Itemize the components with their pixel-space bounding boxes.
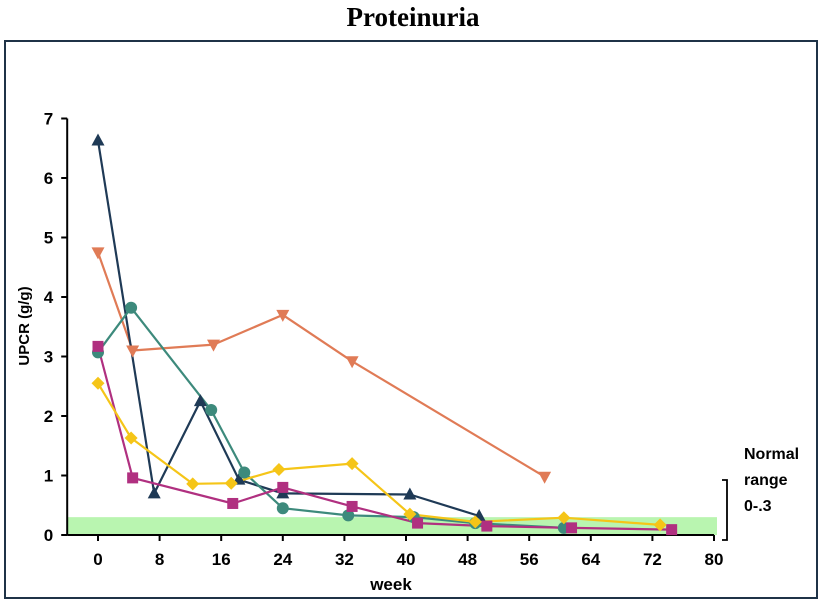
data-point-series-5 bbox=[186, 477, 200, 491]
x-tick-label: 64 bbox=[581, 550, 600, 569]
data-point-series-5 bbox=[124, 431, 138, 445]
data-point-series-3 bbox=[238, 466, 251, 479]
data-point-series-4 bbox=[666, 524, 678, 536]
data-point-series-5 bbox=[468, 515, 482, 529]
y-tick-label: 4 bbox=[44, 288, 54, 307]
series-line-2 bbox=[96, 140, 480, 518]
y-tick-label: 6 bbox=[44, 169, 53, 188]
series-markers bbox=[91, 133, 678, 536]
data-point-series-1 bbox=[345, 356, 359, 369]
chart-title: Proteinuria bbox=[346, 2, 480, 32]
data-point-series-4 bbox=[92, 340, 104, 352]
x-tick-label: 56 bbox=[520, 550, 539, 569]
y-tick-label: 0 bbox=[44, 526, 53, 545]
data-point-series-1 bbox=[91, 247, 105, 260]
data-point-series-1 bbox=[276, 309, 290, 322]
x-tick-label: 16 bbox=[212, 550, 231, 569]
data-point-series-2 bbox=[403, 487, 417, 500]
data-point-series-3 bbox=[205, 404, 218, 417]
normal-range-note-line2: range bbox=[744, 472, 788, 489]
x-tick-label: 48 bbox=[458, 550, 477, 569]
x-tick-label: 8 bbox=[155, 550, 164, 569]
data-point-series-1 bbox=[126, 345, 140, 358]
data-point-series-5 bbox=[557, 511, 571, 525]
data-point-series-3 bbox=[276, 502, 289, 515]
data-point-series-3 bbox=[125, 301, 138, 314]
x-tick-label: 40 bbox=[397, 550, 416, 569]
normal-range-band bbox=[67, 517, 717, 535]
data-point-series-5 bbox=[224, 476, 238, 490]
data-point-series-2 bbox=[193, 394, 207, 407]
data-point-series-5 bbox=[345, 457, 359, 471]
data-point-series-1 bbox=[207, 339, 220, 352]
x-tick-label: 32 bbox=[335, 550, 354, 569]
y-tick-label: 3 bbox=[44, 348, 53, 367]
data-point-series-5 bbox=[272, 463, 286, 477]
series-lines bbox=[96, 140, 672, 531]
y-tick-label: 7 bbox=[44, 110, 53, 129]
x-tick-label: 80 bbox=[705, 550, 724, 569]
data-point-series-2 bbox=[91, 133, 105, 146]
series-line-1 bbox=[96, 252, 546, 478]
data-point-series-4 bbox=[481, 520, 493, 532]
x-tick-label: 24 bbox=[273, 550, 292, 569]
data-point-series-5 bbox=[403, 507, 417, 521]
y-tick-label: 1 bbox=[44, 467, 53, 486]
data-point-series-4 bbox=[277, 481, 289, 493]
y-tick-label: 5 bbox=[44, 229, 53, 248]
data-point-series-4 bbox=[227, 497, 239, 509]
normal-range-bracket bbox=[722, 479, 728, 541]
data-point-series-4 bbox=[127, 472, 139, 484]
data-point-series-4 bbox=[346, 500, 358, 512]
data-point-series-5 bbox=[91, 376, 105, 390]
data-point-series-4 bbox=[566, 522, 578, 534]
x-tick-label: 72 bbox=[643, 550, 662, 569]
data-point-series-2 bbox=[147, 486, 161, 499]
normal-range-note-line1: Normal bbox=[744, 446, 799, 463]
normal-range-note-line3: 0-.3 bbox=[744, 498, 772, 515]
chart-frame bbox=[4, 40, 818, 599]
data-point-series-1 bbox=[538, 471, 552, 484]
y-axis-label: UPCR (g/g) bbox=[16, 286, 33, 365]
data-point-series-5 bbox=[653, 518, 667, 532]
y-tick-label: 2 bbox=[44, 407, 53, 426]
axes bbox=[66, 118, 714, 536]
x-tick-label: 0 bbox=[93, 550, 102, 569]
x-axis-label: week bbox=[369, 575, 412, 594]
series-line-5 bbox=[97, 382, 661, 526]
data-point-series-4 bbox=[412, 517, 424, 529]
data-point-series-3 bbox=[342, 509, 355, 522]
